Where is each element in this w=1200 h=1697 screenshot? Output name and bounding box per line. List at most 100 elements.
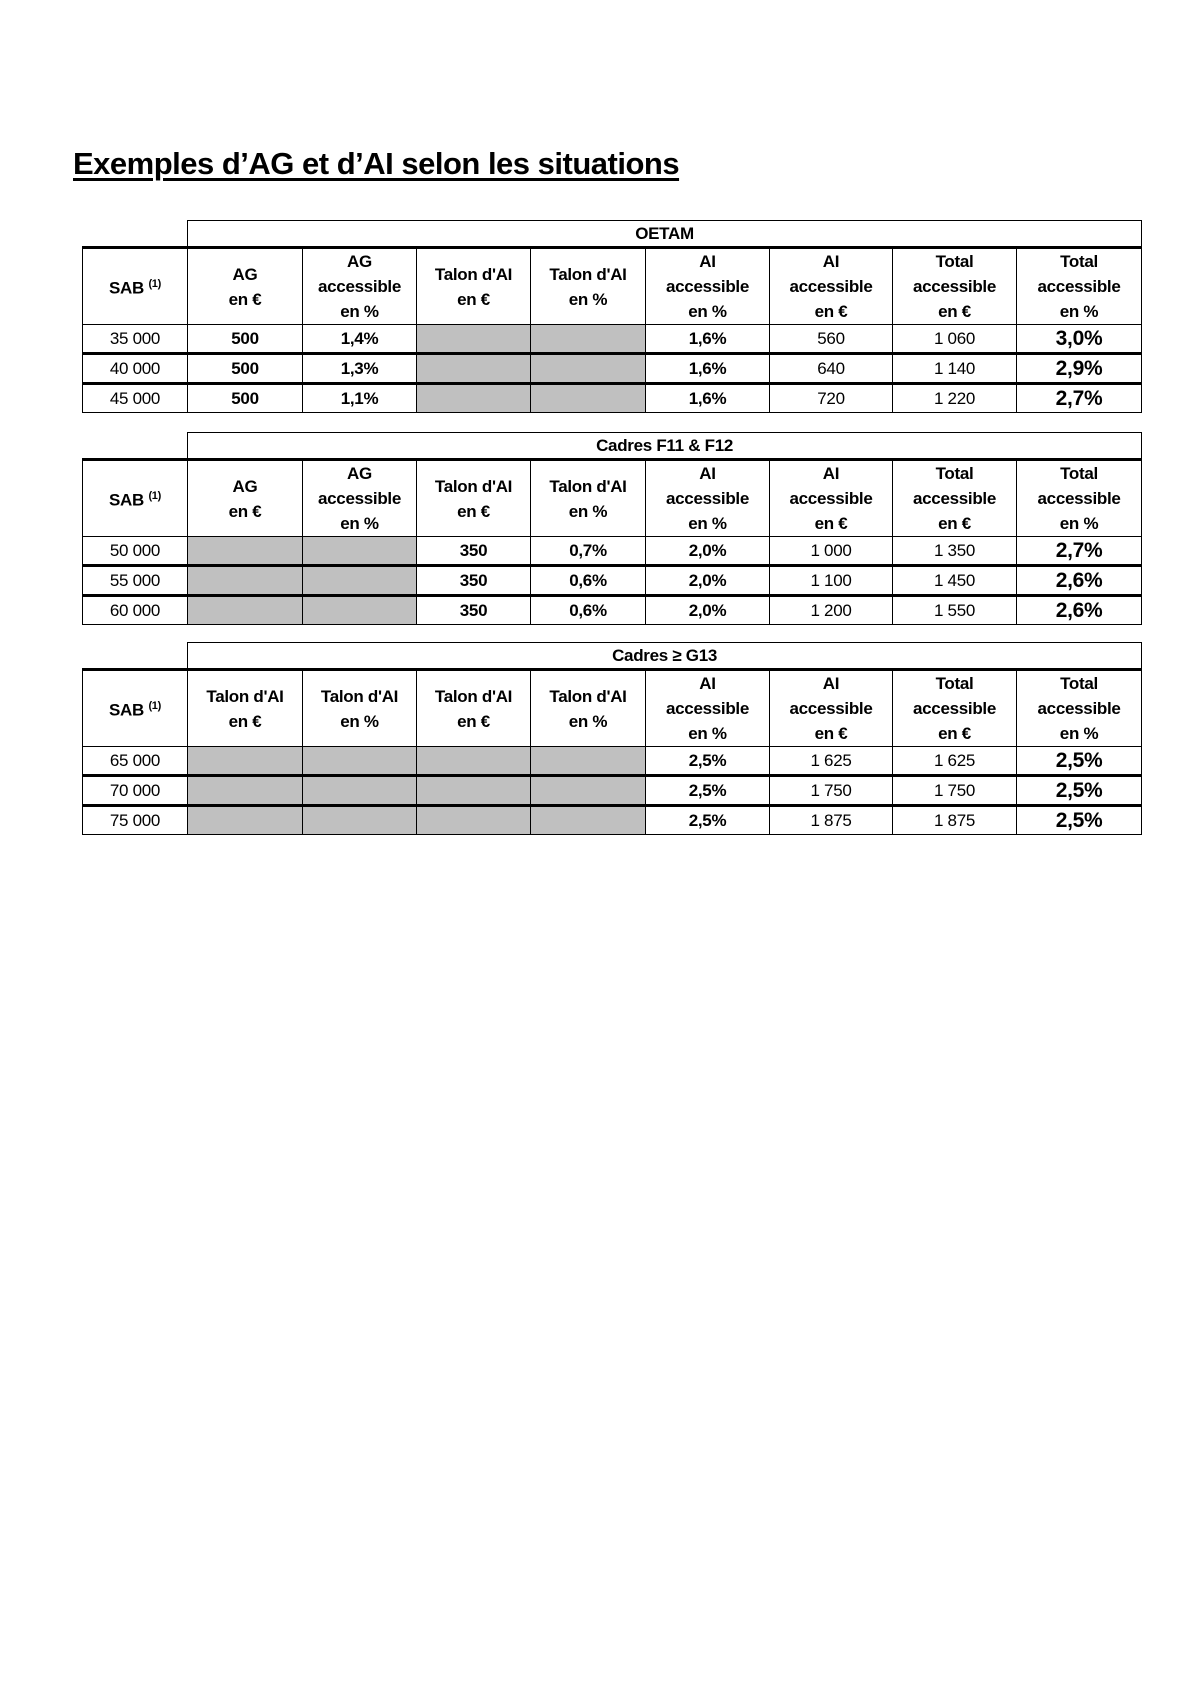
column-header: AI accessible en € xyxy=(769,459,893,537)
value-cell: 1 625 xyxy=(892,746,1017,776)
value-cell: 1 060 xyxy=(892,324,1017,354)
shaded-cell xyxy=(416,775,531,806)
page-title: Exemples d’AG et d’AI selon les situatio… xyxy=(73,146,680,181)
column-header: Total accessible en € xyxy=(892,247,1017,325)
table-row: 35 000 500 1,4% 1,6% 560 1 060 3,0% xyxy=(82,324,1142,354)
value-cell: 350 xyxy=(416,565,531,596)
shaded-cell xyxy=(302,775,417,806)
table-row: 45 000 500 1,1% 1,6% 720 1 220 2,7% xyxy=(82,383,1142,413)
footnote-ref: (1) xyxy=(148,278,161,291)
value-cell: 350 xyxy=(416,536,531,566)
shaded-cell xyxy=(530,805,646,835)
group-header: Cadres F11 & F12 xyxy=(186,432,1143,460)
column-header: AI accessible en % xyxy=(645,459,770,537)
value-cell: 2,5% xyxy=(1015,805,1143,835)
shaded-cell xyxy=(302,536,417,566)
table-cadres-f11-f12: Cadres F11 & F12 SAB (1) AG en € AG accessi… xyxy=(82,432,1143,625)
shaded-cell xyxy=(302,595,417,625)
shaded-cell xyxy=(302,805,417,835)
table-row: 40 000 500 1,3% 1,6% 640 1 140 2,9% xyxy=(82,353,1142,384)
value-cell: 1 450 xyxy=(892,565,1017,596)
empty-corner xyxy=(82,432,188,460)
shaded-cell xyxy=(187,775,303,806)
shaded-cell xyxy=(187,805,303,835)
value-cell: 2,9% xyxy=(1016,353,1142,384)
group-header: Cadres ≥ G13 xyxy=(186,642,1143,670)
table-row: 60 000 350 0,6% 2,0% 1 200 1 550 2,6% xyxy=(82,595,1143,625)
empty-corner xyxy=(82,220,188,248)
column-header: AI accessible en % xyxy=(645,669,770,747)
column-header: AG en € xyxy=(187,459,303,537)
value-cell: 1 550 xyxy=(892,595,1017,625)
value-cell: 1 000 xyxy=(769,536,893,566)
shaded-cell xyxy=(302,565,417,596)
value-cell: 1 750 xyxy=(892,775,1017,806)
value-cell: 1 875 xyxy=(892,805,1017,835)
column-header: Total accessible en € xyxy=(892,669,1017,747)
table-row: 50 000 350 0,7% 2,0% 1 000 1 350 2,7% xyxy=(82,536,1143,566)
shaded-cell xyxy=(530,353,646,384)
value-cell: 640 xyxy=(769,353,893,384)
value-cell: 1,6% xyxy=(645,324,770,354)
column-header: Talon d'AI en € xyxy=(416,459,531,537)
value-cell: 2,5% xyxy=(645,746,770,776)
value-cell: 1 220 xyxy=(892,383,1017,413)
column-header: Talon d'AI en % xyxy=(530,459,646,537)
group-header: OETAM xyxy=(187,220,1142,248)
value-cell: 1,6% xyxy=(645,383,770,413)
value-cell: 2,0% xyxy=(645,565,770,596)
value-cell: 350 xyxy=(416,595,531,625)
shaded-cell xyxy=(187,595,303,625)
column-header: Total accessible en % xyxy=(1015,669,1143,747)
column-header: SAB (1) xyxy=(82,247,188,325)
value-cell: 1 625 xyxy=(769,746,893,776)
column-header: AG en € xyxy=(187,247,303,325)
column-header: AI accessible en € xyxy=(769,247,893,325)
value-cell: 720 xyxy=(769,383,893,413)
table-row: 70 000 2,5% 1 750 1 750 2,5% xyxy=(82,775,1143,806)
table-row: 65 000 2,5% 1 625 1 625 2,5% xyxy=(82,746,1143,776)
footnote-ref: (1) xyxy=(148,490,161,503)
value-cell: 1 100 xyxy=(769,565,893,596)
value-cell: 1 875 xyxy=(769,805,893,835)
empty-corner xyxy=(82,642,188,670)
value-cell: 2,6% xyxy=(1015,565,1143,596)
column-header: Talon d'AI en € xyxy=(416,247,531,325)
table-row: 75 000 2,5% 1 875 1 875 2,5% xyxy=(82,805,1143,835)
column-header: Talon d'AI en % xyxy=(530,669,646,747)
shaded-cell xyxy=(187,536,303,566)
column-header: Total accessible en % xyxy=(1015,459,1143,537)
shaded-cell xyxy=(530,383,646,413)
value-cell: 1 350 xyxy=(892,536,1017,566)
value-cell: 0,6% xyxy=(530,595,646,625)
value-cell: 1,3% xyxy=(302,353,417,384)
value-cell: 1,1% xyxy=(302,383,417,413)
sab-cell: 40 000 xyxy=(82,353,188,384)
shaded-cell xyxy=(416,805,531,835)
column-header: AG accessible en % xyxy=(302,459,417,537)
sab-label: SAB xyxy=(109,700,144,720)
sab-cell: 75 000 xyxy=(82,805,188,835)
column-header: Talon d'AI en % xyxy=(302,669,417,747)
value-cell: 500 xyxy=(187,324,303,354)
sab-cell: 55 000 xyxy=(82,565,188,596)
value-cell: 2,5% xyxy=(1015,775,1143,806)
value-cell: 1 750 xyxy=(769,775,893,806)
sab-cell: 70 000 xyxy=(82,775,188,806)
table-oetam: OETAM SAB (1) AG en € AG accessible en % Tal… xyxy=(82,220,1142,413)
value-cell: 0,6% xyxy=(530,565,646,596)
value-cell: 1 140 xyxy=(892,353,1017,384)
column-header: Talon d'AI en % xyxy=(530,247,646,325)
sab-cell: 35 000 xyxy=(82,324,188,354)
column-header: Talon d'AI en € xyxy=(187,669,303,747)
column-header: Total accessible en % xyxy=(1016,247,1142,325)
value-cell: 500 xyxy=(187,353,303,384)
column-header: AI accessible en % xyxy=(645,247,770,325)
shaded-cell xyxy=(416,383,531,413)
column-header: Talon d'AI en € xyxy=(416,669,531,747)
value-cell: 560 xyxy=(769,324,893,354)
sab-label: SAB xyxy=(109,490,144,510)
column-header: AI accessible en € xyxy=(769,669,893,747)
sab-cell: 50 000 xyxy=(82,536,188,566)
value-cell: 2,5% xyxy=(645,805,770,835)
